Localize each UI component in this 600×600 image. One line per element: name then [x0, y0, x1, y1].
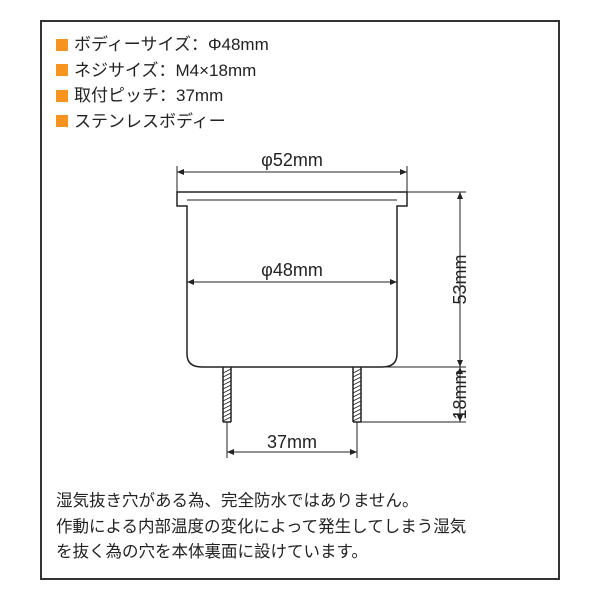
- diagram: φ52mm φ48mm 53mm 18mm 37mm: [92, 142, 532, 472]
- spec-label: ネジサイズ：M4×18mm: [74, 58, 256, 84]
- spec-item: ネジサイズ：M4×18mm: [56, 58, 269, 84]
- outer-frame: ボディーサイズ：Φ48mm ネジサイズ：M4×18mm 取付ピッチ：37mm ス…: [40, 20, 560, 580]
- svg-text:53mm: 53mm: [450, 254, 470, 304]
- spec-item: ステンレスボディー: [56, 109, 269, 135]
- notes-line: 湿気抜き穴がある為、完全防水ではありません。: [56, 489, 544, 515]
- spec-item: ボディーサイズ：Φ48mm: [56, 32, 269, 58]
- svg-text:37mm: 37mm: [267, 432, 317, 452]
- bullet-icon: [56, 115, 68, 127]
- bullet-icon: [56, 90, 68, 102]
- notes-line: を抜く為の穴を本体裏面に設けています。: [56, 540, 544, 566]
- notes-line: 作動による内部温度の変化によって発生してしまう湿気: [56, 515, 544, 541]
- spec-label: 取付ピッチ：37mm: [74, 83, 223, 109]
- bullet-icon: [56, 64, 68, 76]
- spec-label: ステンレスボディー: [74, 109, 226, 135]
- spec-label: ボディーサイズ：Φ48mm: [74, 32, 269, 58]
- svg-text:φ52mm: φ52mm: [261, 150, 323, 170]
- spec-item: 取付ピッチ：37mm: [56, 83, 269, 109]
- spec-list: ボディーサイズ：Φ48mm ネジサイズ：M4×18mm 取付ピッチ：37mm ス…: [56, 32, 269, 134]
- svg-text:φ48mm: φ48mm: [261, 260, 323, 280]
- notes: 湿気抜き穴がある為、完全防水ではありません。 作動による内部温度の変化によって発…: [56, 489, 544, 566]
- svg-text:18mm: 18mm: [450, 369, 470, 419]
- bullet-icon: [56, 39, 68, 51]
